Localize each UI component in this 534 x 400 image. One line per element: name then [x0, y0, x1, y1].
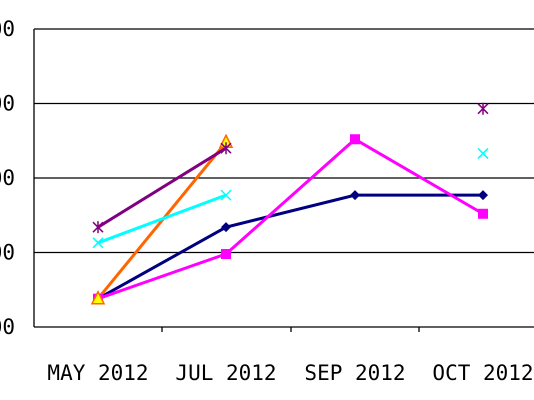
y-tick-label: 00 [0, 17, 15, 41]
y-tick-label: 00 [0, 92, 15, 116]
diamond-marker [350, 190, 360, 201]
square-marker [221, 248, 231, 259]
diamond-marker [221, 222, 231, 233]
diamond-marker [478, 190, 488, 201]
x-marker [92, 237, 104, 249]
star-marker [477, 102, 489, 115]
square-marker [350, 134, 360, 145]
x-tick-label: JUL 2012 [175, 361, 276, 385]
gridlines [34, 28, 534, 254]
series-line [97, 193, 483, 300]
y-tick-label: 00 [0, 241, 15, 265]
series-line [97, 146, 227, 229]
axes [33, 29, 534, 332]
series-markers [90, 102, 489, 305]
series-line [97, 137, 484, 301]
x-tick-labels: MAY 2012 JUL 2012 SEP 2012 OCT 2012 [47, 361, 533, 385]
triangle-marker [90, 290, 106, 305]
x-tick-label: OCT 2012 [432, 361, 533, 385]
y-tick-label: 00 [0, 315, 15, 339]
square-marker [478, 208, 488, 219]
series-lines [96, 137, 484, 301]
x-marker [477, 147, 489, 159]
star-marker [220, 142, 232, 155]
series-line [97, 193, 227, 245]
x-tick-label: SEP 2012 [304, 361, 405, 385]
star-marker [92, 221, 104, 234]
x-tick-label: MAY 2012 [47, 361, 148, 385]
x-marker [220, 189, 232, 201]
y-tick-label: 00 [0, 166, 15, 190]
y-tick-labels: 00 00 00 00 00 [0, 17, 15, 339]
